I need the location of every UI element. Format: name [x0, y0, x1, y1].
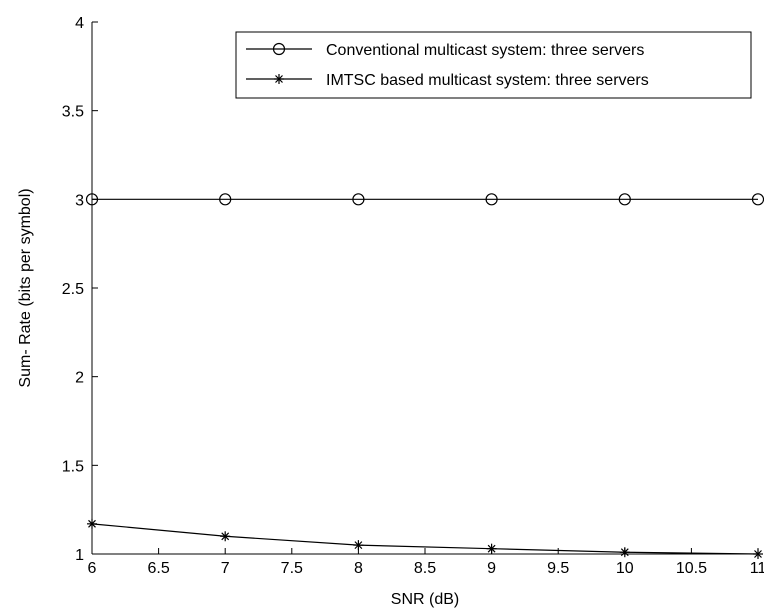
x-tick-label: 10.5	[676, 560, 707, 577]
y-tick-label: 1	[75, 547, 84, 564]
x-tick-label: 7	[221, 560, 230, 577]
y-tick-label: 2	[75, 370, 84, 387]
y-tick-label: 4	[75, 15, 84, 32]
y-tick-label: 1.5	[62, 458, 84, 475]
circle-marker	[219, 193, 232, 206]
circle-marker	[352, 193, 365, 206]
x-tick-label: 6.5	[147, 560, 169, 577]
x-axis-label: SNR (dB)	[391, 591, 459, 608]
y-tick-label: 2.5	[62, 281, 84, 298]
legend-entry-1: Conventional multicast system: three ser…	[246, 42, 644, 59]
y-tick-label: 3	[75, 192, 84, 209]
x-tick-label: 6	[88, 560, 97, 577]
y-tick-label: 3.5	[62, 104, 84, 121]
legend-label: IMTSC based multicast system: three serv…	[326, 72, 649, 89]
x-tick-label: 10	[616, 560, 634, 577]
plot-area	[92, 22, 758, 554]
circle-marker	[272, 42, 286, 56]
x-tick-label: 7.5	[281, 560, 303, 577]
asterisk-marker	[220, 531, 231, 542]
x-tick-label: 9	[487, 560, 496, 577]
series-line	[91, 523, 759, 555]
x-tick-label: 11	[750, 560, 764, 577]
asterisk-marker	[274, 74, 284, 84]
x-tick-label: 8	[354, 560, 363, 577]
legend: Conventional multicast system: three ser…	[235, 31, 752, 99]
x-tick-label: 9.5	[547, 560, 569, 577]
legend-box	[235, 31, 752, 99]
legend-entry-2: IMTSC based multicast system: three serv…	[246, 72, 649, 89]
circle-marker	[618, 193, 631, 206]
asterisk-marker	[353, 540, 364, 551]
y-axis-label: Sum- Rate (bits per symbol)	[17, 188, 34, 387]
circle-marker	[485, 193, 498, 206]
plot-background	[92, 22, 758, 554]
legend-label: Conventional multicast system: three ser…	[326, 42, 644, 59]
x-tick-label: 8.5	[414, 560, 436, 577]
